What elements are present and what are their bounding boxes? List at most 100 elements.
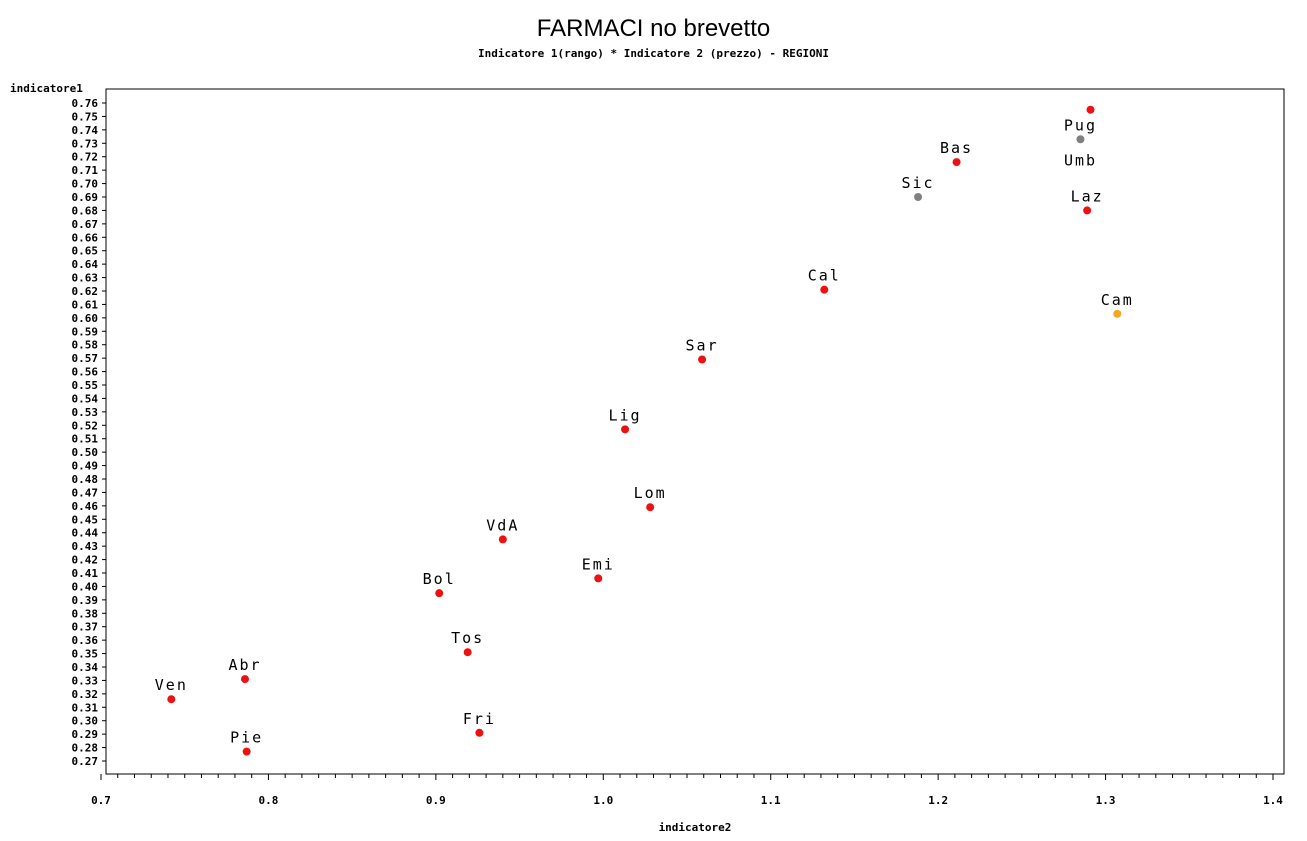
data-point-bol — [435, 589, 444, 598]
y-tick-label: 0.43 — [72, 540, 99, 553]
data-point-umb — [1086, 105, 1095, 114]
y-tick-label: 0.60 — [72, 312, 99, 325]
point-label-sar: Sar — [686, 336, 719, 354]
x-axis-label: indicatore2 — [659, 821, 732, 834]
x-tick-label: 0.8 — [258, 794, 278, 807]
point-label-umb: Umb — [1064, 152, 1097, 170]
point-label-ven: Ven — [155, 676, 188, 694]
y-tick-label: 0.35 — [72, 648, 99, 661]
data-point-lom — [646, 503, 655, 512]
y-tick-label: 0.32 — [72, 688, 99, 701]
y-tick-label: 0.30 — [72, 715, 99, 728]
point-label-pug: Pug — [1064, 116, 1097, 134]
point-label-bas: Bas — [940, 139, 973, 157]
data-point-sic — [914, 193, 923, 201]
y-tick-label: 0.37 — [72, 621, 99, 634]
y-tick-label: 0.49 — [72, 460, 99, 473]
y-tick-label: 0.74 — [72, 124, 99, 137]
y-tick-label: 0.28 — [72, 742, 99, 755]
y-tick-label: 0.57 — [72, 352, 99, 365]
y-tick-label: 0.59 — [72, 325, 99, 338]
point-label-pie: Pie — [230, 729, 263, 747]
y-tick-label: 0.70 — [72, 178, 99, 191]
y-tick-label: 0.67 — [72, 218, 99, 231]
y-tick-label: 0.40 — [72, 580, 99, 593]
point-label-tos: Tos — [451, 629, 484, 647]
data-point-pie — [242, 747, 251, 756]
y-tick-label: 0.65 — [72, 245, 99, 258]
y-tick-label: 0.33 — [72, 674, 99, 687]
x-tick-label: 1.4 — [1263, 794, 1283, 807]
y-tick-label: 0.56 — [72, 366, 99, 379]
y-tick-label: 0.45 — [72, 513, 99, 526]
x-tick-label: 1.2 — [928, 794, 948, 807]
point-label-laz: Laz — [1071, 187, 1104, 205]
x-tick-label: 0.7 — [91, 794, 111, 807]
y-tick-label: 0.71 — [72, 164, 99, 177]
y-axis-label: indicatore1 — [10, 82, 83, 95]
point-label-cam: Cam — [1101, 291, 1134, 309]
y-tick-label: 0.47 — [72, 486, 99, 499]
y-tick-label: 0.51 — [72, 433, 99, 446]
y-tick-label: 0.55 — [72, 379, 99, 392]
chart-title: FARMACI no brevetto — [536, 15, 771, 42]
chart-subtitle: Indicatore 1(rango) * Indicatore 2 (prez… — [478, 47, 829, 60]
y-tick-label: 0.73 — [72, 137, 99, 150]
point-label-lig: Lig — [609, 406, 642, 424]
y-tick-label: 0.39 — [72, 594, 99, 607]
y-tick-label: 0.50 — [72, 446, 99, 459]
data-point-emi — [594, 574, 603, 583]
y-tick-label: 0.41 — [72, 567, 99, 580]
point-label-emi: Emi — [582, 555, 615, 573]
data-point-bas — [952, 158, 961, 167]
x-tick-label: 1.1 — [761, 794, 781, 807]
y-tick-label: 0.61 — [72, 298, 99, 311]
y-axis: 0.270.280.290.300.310.320.330.340.350.36… — [72, 97, 106, 768]
y-tick-label: 0.69 — [72, 191, 99, 204]
point-label-vda: VdA — [486, 516, 519, 534]
y-tick-label: 0.72 — [72, 151, 99, 164]
y-tick-label: 0.58 — [72, 339, 99, 352]
point-label-cal: Cal — [808, 267, 841, 285]
y-tick-label: 0.52 — [72, 419, 99, 432]
y-tick-label: 0.44 — [72, 527, 99, 540]
point-label-sic: Sic — [902, 174, 935, 192]
y-tick-label: 0.62 — [72, 285, 99, 298]
y-tick-label: 0.76 — [72, 97, 99, 110]
y-tick-label: 0.75 — [72, 110, 99, 123]
data-point-cal — [820, 285, 829, 294]
y-tick-label: 0.36 — [72, 634, 99, 647]
data-point-fri — [475, 728, 484, 737]
data-point-abr — [240, 675, 249, 684]
x-axis: 0.7 0.8 0.9 1.0 1.1 1.2 1.3 1.4 — [91, 774, 1283, 807]
point-label-abr: Abr — [228, 656, 261, 674]
data-point-pug — [1076, 135, 1085, 144]
y-tick-label: 0.31 — [72, 701, 99, 714]
y-tick-label: 0.63 — [72, 272, 99, 285]
y-tick-label: 0.53 — [72, 406, 99, 419]
y-tick-label: 0.66 — [72, 231, 99, 244]
data-point-cam — [1113, 309, 1122, 318]
data-point-tos — [463, 648, 472, 657]
data-point-ven — [167, 695, 176, 704]
y-tick-label: 0.27 — [72, 755, 99, 768]
point-label-bol: Bol — [423, 570, 456, 588]
y-tick-label: 0.46 — [72, 500, 99, 513]
y-tick-label: 0.38 — [72, 607, 99, 620]
x-tick-label: 1.0 — [593, 794, 613, 807]
y-tick-label: 0.64 — [72, 258, 99, 271]
x-tick-label: 0.9 — [426, 794, 446, 807]
y-tick-label: 0.68 — [72, 204, 99, 217]
x-tick-label: 1.3 — [1096, 794, 1116, 807]
y-tick-label: 0.48 — [72, 473, 99, 486]
data-point-vda — [498, 535, 507, 544]
y-tick-label: 0.42 — [72, 554, 99, 567]
y-tick-label: 0.29 — [72, 728, 99, 741]
y-tick-label: 0.54 — [72, 392, 99, 405]
point-label-fri: Fri — [463, 710, 496, 728]
data-point-sar — [698, 355, 707, 364]
data-point-laz — [1083, 206, 1092, 215]
data-points: Ven Pie Abr Bol Tos Fri VdA Emi Lig Lom Sar Cal Sic B… — [155, 105, 1134, 756]
